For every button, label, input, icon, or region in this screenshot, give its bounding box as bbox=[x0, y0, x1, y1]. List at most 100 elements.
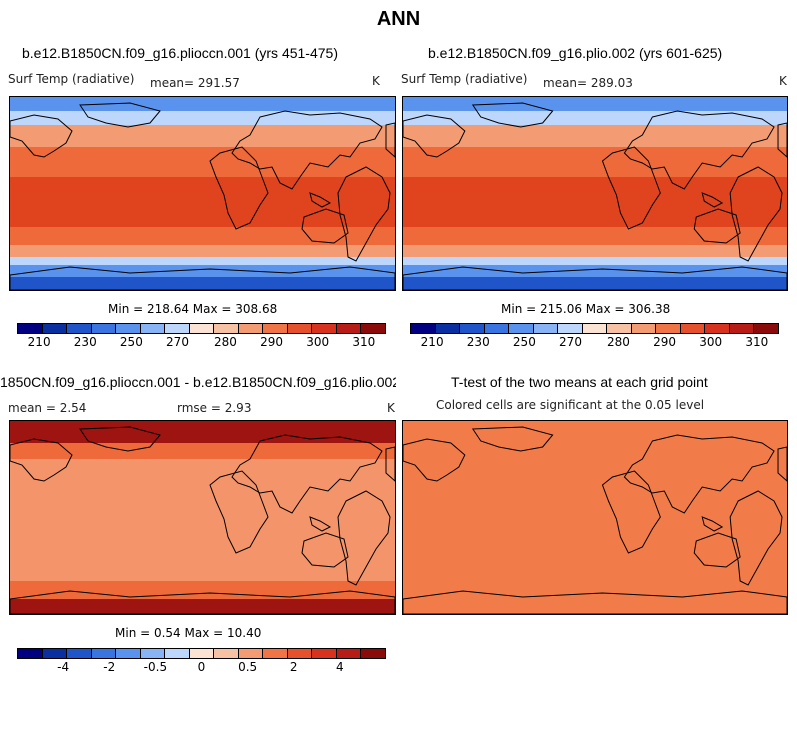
field-band bbox=[10, 177, 395, 227]
colorbar-swatch bbox=[729, 324, 755, 333]
colorbar-swatch bbox=[680, 324, 706, 333]
coastline bbox=[79, 102, 161, 128]
field-band bbox=[403, 125, 787, 147]
colorbar-swatch bbox=[165, 324, 190, 333]
field-band bbox=[10, 277, 395, 290]
colorbar-tick-label: 300 bbox=[306, 335, 330, 349]
colorbar-swatch bbox=[607, 324, 632, 333]
panel-2-colorbar-ticks: 210 230 250 270 280 290 300 310 bbox=[410, 334, 779, 350]
panel-1-colorbar bbox=[17, 323, 386, 334]
colorbar-tick-label: 0 bbox=[197, 660, 206, 674]
coastline bbox=[623, 110, 775, 190]
coastline bbox=[231, 110, 383, 190]
coastline bbox=[403, 266, 787, 290]
coastline bbox=[301, 208, 349, 244]
colorbar-swatch bbox=[361, 324, 385, 333]
panel-2-minmax: Min = 215.06 Max = 306.38 bbox=[501, 302, 671, 316]
colorbar-swatch bbox=[656, 324, 681, 333]
coastline bbox=[309, 516, 332, 532]
coastline bbox=[10, 266, 395, 290]
colorbar-tick-label: -4 bbox=[57, 660, 70, 674]
coastline bbox=[403, 438, 466, 482]
field-band bbox=[10, 227, 395, 245]
colorbar-tick-label: 290 bbox=[260, 335, 284, 349]
colorbar-swatch bbox=[214, 324, 239, 333]
colorbar-swatch bbox=[361, 649, 385, 658]
coastline bbox=[337, 490, 391, 586]
panel-2-map-svg bbox=[403, 97, 787, 290]
colorbar-swatch bbox=[67, 324, 92, 333]
colorbar-tick-label: 210 bbox=[420, 335, 444, 349]
panel-3-minmax: Min = 0.54 Max = 10.40 bbox=[115, 626, 262, 640]
colorbar-tick-label: 270 bbox=[166, 335, 189, 349]
coastline bbox=[403, 590, 787, 614]
field-band bbox=[10, 599, 395, 614]
colorbar-swatch bbox=[705, 324, 730, 333]
colorbar-swatch bbox=[533, 324, 559, 333]
panel-2-variable-label: Surf Temp (radiative) bbox=[401, 72, 528, 86]
coastline bbox=[471, 426, 554, 452]
colorbar-swatch bbox=[165, 649, 190, 658]
coastline bbox=[10, 438, 73, 482]
panel-3-colorbar bbox=[17, 648, 386, 659]
field-band bbox=[10, 459, 395, 581]
colorbar-swatch bbox=[263, 649, 288, 658]
coastline bbox=[309, 192, 332, 208]
colorbar-swatch bbox=[189, 649, 215, 658]
colorbar-tick-label: 2 bbox=[289, 660, 298, 674]
colorbar-swatch bbox=[336, 324, 362, 333]
colorbar-tick-label: 210 bbox=[27, 335, 51, 349]
panel-1-map bbox=[9, 96, 396, 291]
coastline bbox=[693, 532, 741, 568]
panel-1-minmax: Min = 218.64 Max = 308.68 bbox=[108, 302, 278, 316]
field-band bbox=[403, 265, 787, 277]
colorbar-tick-label: 0.5 bbox=[238, 660, 258, 674]
field-band bbox=[10, 257, 395, 265]
colorbar-swatch bbox=[238, 649, 264, 658]
coastline bbox=[337, 166, 391, 262]
field-band bbox=[10, 581, 395, 599]
colorbar-tick-label: 300 bbox=[699, 335, 723, 349]
field-band bbox=[10, 125, 395, 147]
colorbar-tick-label: 230 bbox=[73, 335, 97, 349]
field-band bbox=[10, 147, 395, 177]
panel-3-map bbox=[9, 420, 396, 615]
colorbar-tick-label: 270 bbox=[559, 335, 582, 349]
colorbar-tick-label: 230 bbox=[466, 335, 490, 349]
colorbar-swatch bbox=[460, 324, 485, 333]
field-band bbox=[403, 277, 787, 290]
coastline bbox=[601, 146, 661, 230]
panel-2-map bbox=[402, 96, 788, 291]
colorbar-swatch bbox=[631, 324, 657, 333]
panel-1-mean-label: mean= 291.57 bbox=[150, 76, 240, 90]
coastline bbox=[693, 208, 741, 244]
panel-4-title: T-test of the two means at each grid poi… bbox=[451, 374, 708, 390]
field-band bbox=[403, 177, 787, 227]
panel-2-colorbar bbox=[410, 323, 779, 334]
field-band bbox=[403, 97, 787, 111]
coastline bbox=[301, 532, 349, 568]
panel-2-units-label: K bbox=[779, 74, 787, 88]
colorbar-swatch bbox=[287, 324, 313, 333]
colorbar-swatch bbox=[238, 324, 264, 333]
coastline bbox=[471, 102, 554, 128]
field-band bbox=[403, 147, 787, 177]
colorbar-swatch bbox=[189, 324, 215, 333]
coastline bbox=[10, 590, 395, 614]
colorbar-swatch bbox=[312, 324, 337, 333]
panel-4-subtitle: Colored cells are significant at the 0.0… bbox=[436, 398, 705, 412]
colorbar-tick-label: 250 bbox=[119, 335, 143, 349]
panel-3-colorbar-ticks: -4 -2 -0.5 0 0.5 2 4 bbox=[17, 659, 386, 675]
colorbar-tick-label: 310 bbox=[745, 335, 769, 349]
colorbar-swatch bbox=[484, 324, 510, 333]
field-band bbox=[10, 97, 395, 111]
coastline bbox=[403, 114, 466, 158]
panel-2-mean-label: mean= 289.03 bbox=[543, 76, 633, 90]
colorbar-tick-label: 250 bbox=[512, 335, 536, 349]
coastline bbox=[729, 490, 783, 586]
colorbar-swatch bbox=[287, 649, 313, 658]
coastline bbox=[10, 114, 73, 158]
colorbar-swatch bbox=[116, 324, 141, 333]
colorbar-swatch bbox=[509, 324, 534, 333]
coastline bbox=[209, 470, 269, 554]
